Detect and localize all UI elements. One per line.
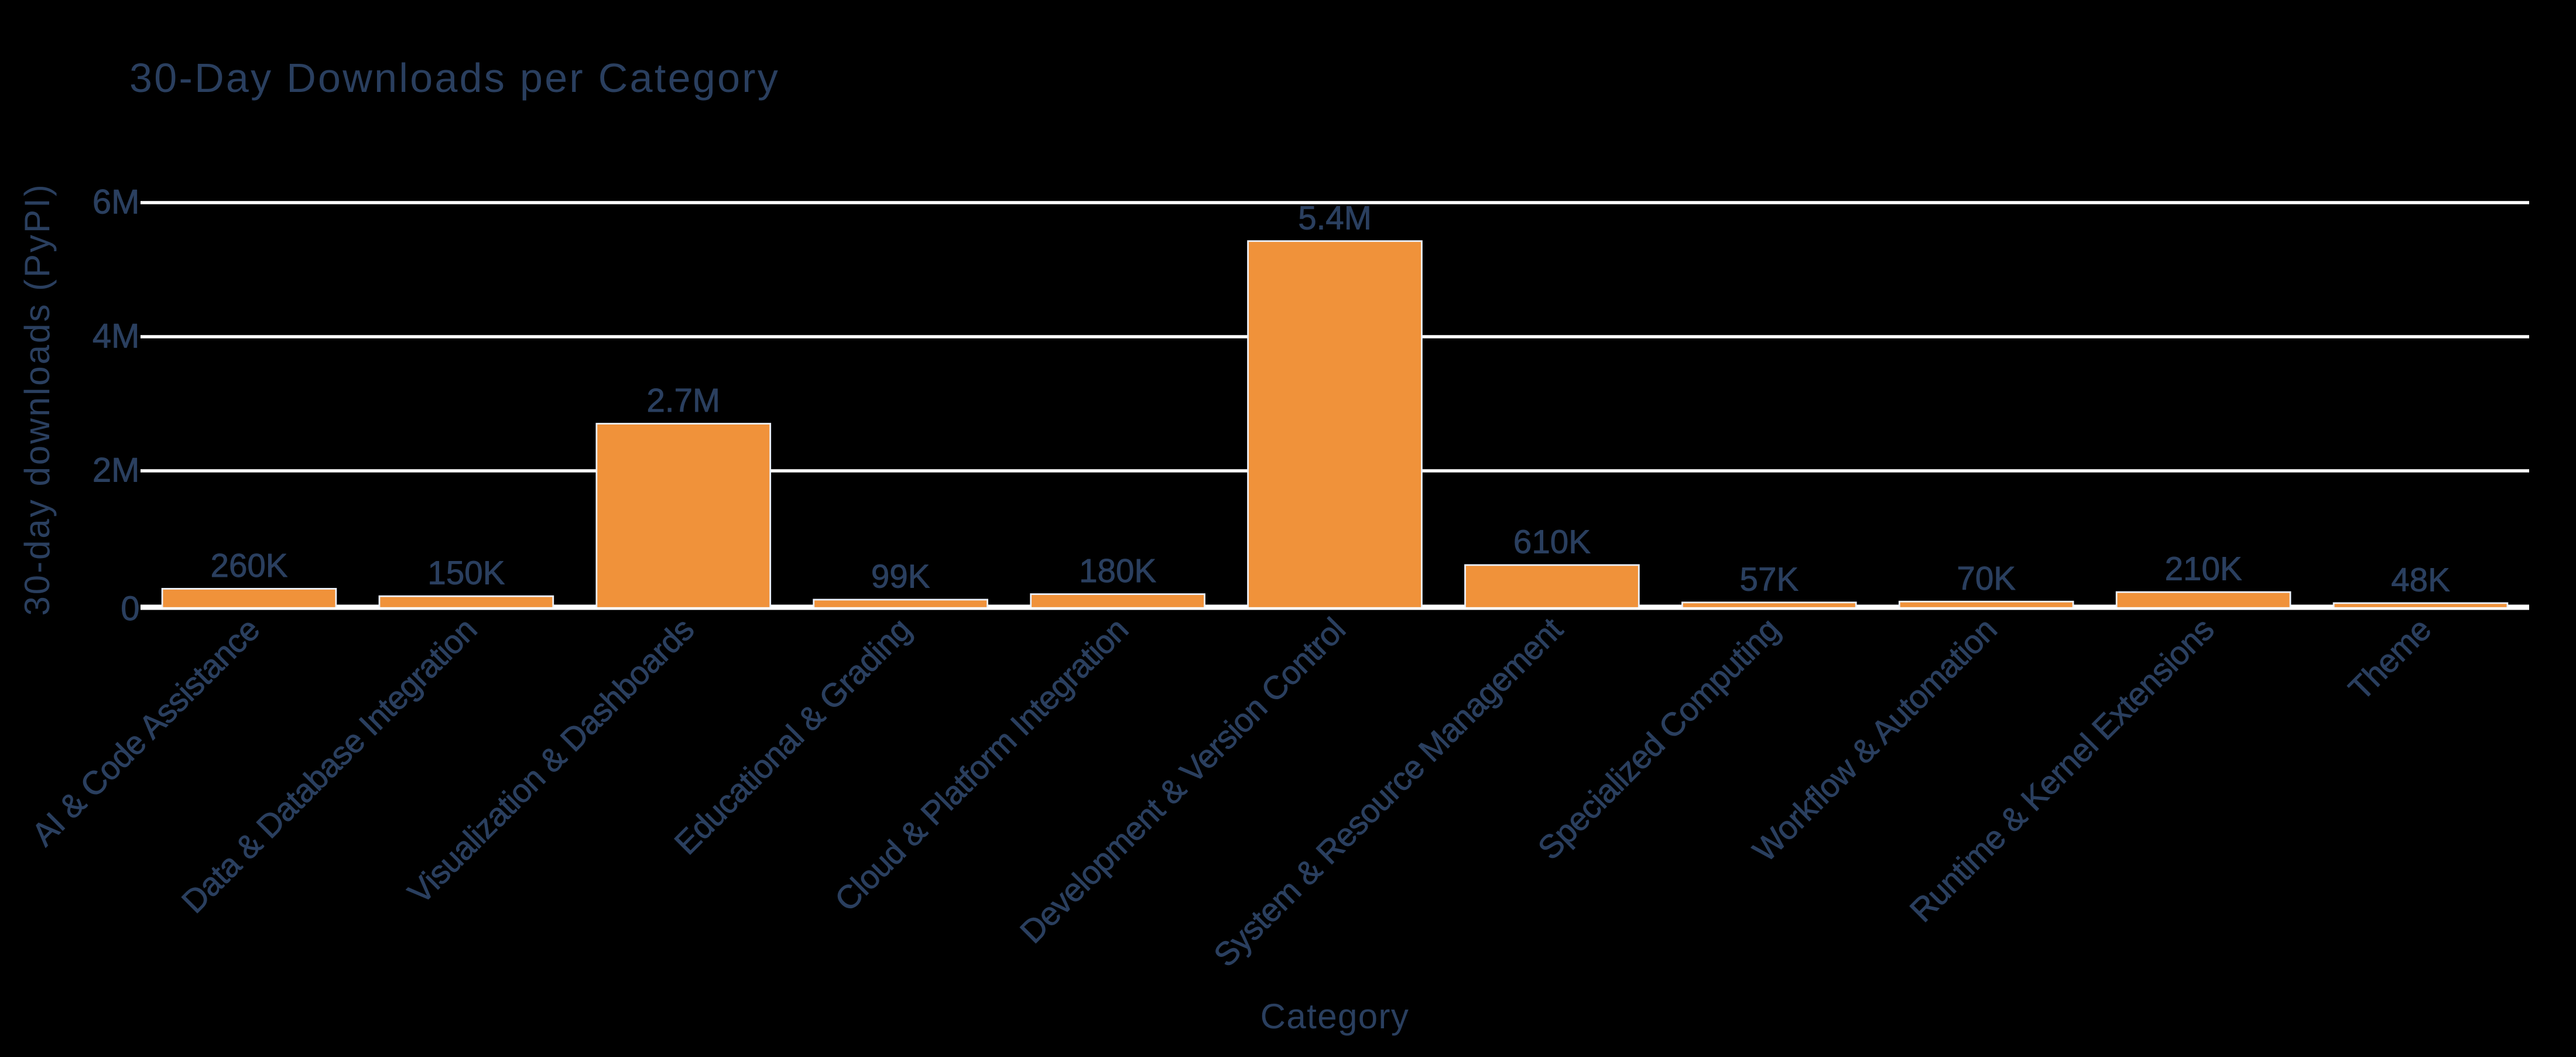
svg-text:610K: 610K <box>1513 524 1591 560</box>
svg-text:260K: 260K <box>211 547 288 584</box>
svg-text:150K: 150K <box>427 555 505 591</box>
svg-text:5.4M: 5.4M <box>1298 199 1372 236</box>
svg-text:2.7M: 2.7M <box>646 382 720 419</box>
svg-text:30-Day Downloads per Category: 30-Day Downloads per Category <box>129 55 780 101</box>
svg-text:6M: 6M <box>93 183 140 221</box>
svg-text:4M: 4M <box>93 317 140 355</box>
svg-text:2M: 2M <box>93 451 140 490</box>
svg-text:48K: 48K <box>2391 562 2450 598</box>
svg-text:Category: Category <box>1260 997 1410 1036</box>
svg-text:30-day downloads (PyPI): 30-day downloads (PyPI) <box>18 183 57 615</box>
svg-text:99K: 99K <box>871 558 930 595</box>
svg-text:57K: 57K <box>1740 560 1799 597</box>
svg-text:180K: 180K <box>1079 552 1156 589</box>
svg-text:210K: 210K <box>2165 550 2242 587</box>
svg-text:0: 0 <box>121 590 139 628</box>
svg-text:70K: 70K <box>1957 560 2016 597</box>
